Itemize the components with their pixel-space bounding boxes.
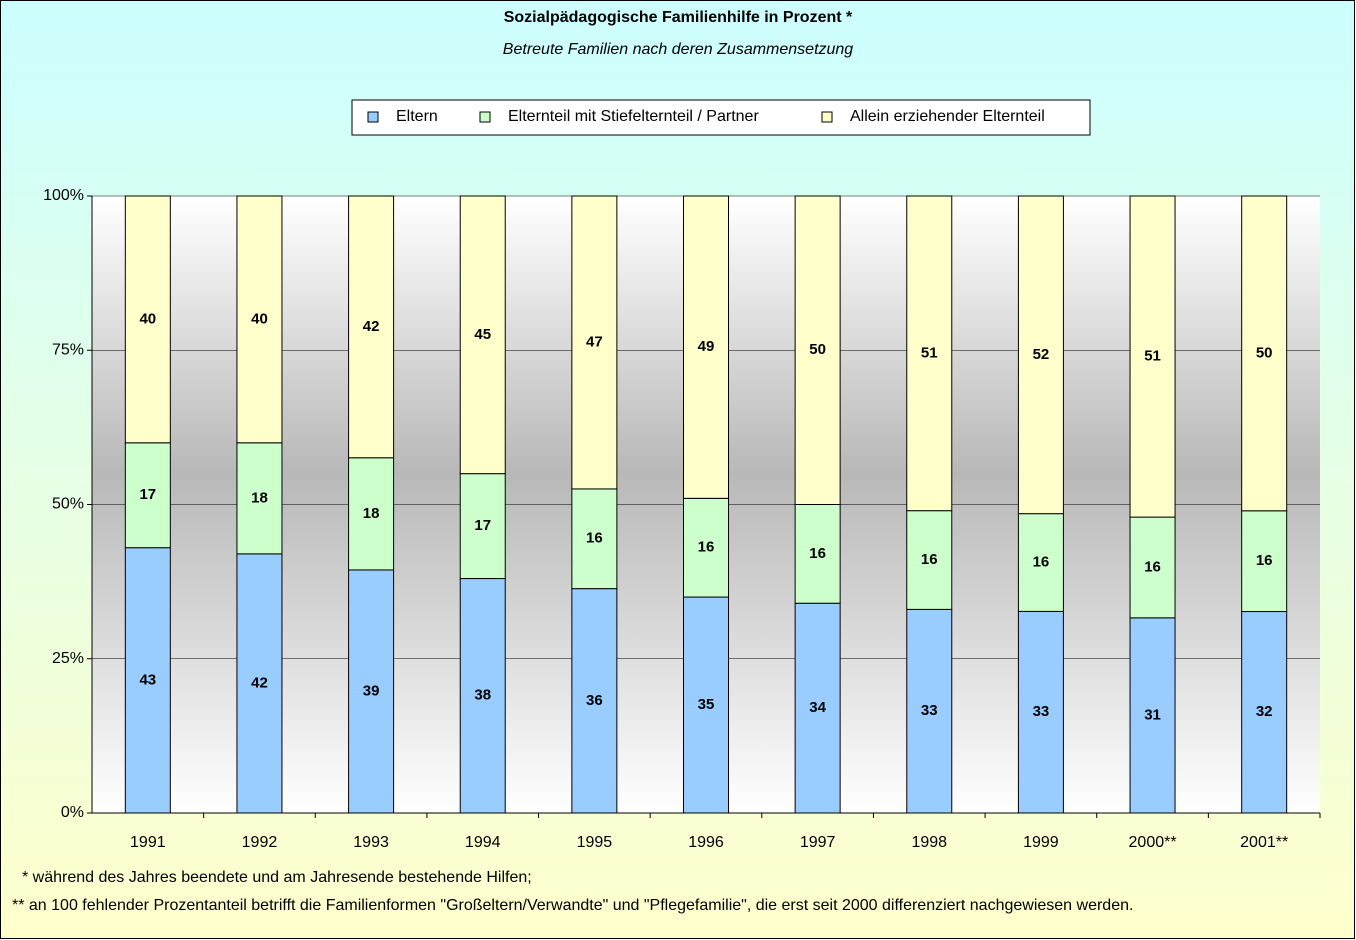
bar-segment <box>683 195 729 499</box>
bar-segment <box>1129 195 1176 518</box>
bar-segment <box>1017 513 1064 612</box>
bar-segment <box>794 602 841 814</box>
x-tick-label: 1996 <box>688 834 724 851</box>
bar-segment <box>459 473 506 580</box>
legend-swatch <box>821 111 833 123</box>
bar-segment <box>124 442 171 549</box>
bar-segment <box>348 195 395 459</box>
bar-segment <box>1241 195 1288 512</box>
data-label: 16 <box>586 530 603 547</box>
data-label: 16 <box>1033 554 1050 571</box>
footnote: ** an 100 fehlender Prozentanteil betrif… <box>12 897 1133 914</box>
bar-segment <box>906 510 953 610</box>
bar-segment <box>571 195 618 490</box>
x-tick-label: 1992 <box>242 834 278 851</box>
x-tick-label: 1997 <box>800 834 836 851</box>
bar-segment <box>124 547 171 814</box>
footnote: * während des Jahres beendete und am Jah… <box>22 869 532 886</box>
y-tick-label: 50% <box>52 496 84 513</box>
data-label: 17 <box>474 517 491 534</box>
data-label: 18 <box>251 489 268 506</box>
legend-label: Elternteil mit Stiefelternteil / Partner <box>508 108 759 125</box>
data-label: 52 <box>1033 346 1050 363</box>
data-label: 33 <box>921 702 938 719</box>
bar-segment <box>1017 610 1064 814</box>
data-label: 42 <box>363 318 380 335</box>
x-tick-label: 1994 <box>465 834 501 851</box>
data-label: 35 <box>698 696 715 713</box>
data-label: 34 <box>809 699 826 716</box>
bar-segment <box>1241 510 1288 613</box>
bar-segment <box>1017 195 1064 515</box>
legend-swatch <box>367 111 379 123</box>
y-tick-label: 100% <box>43 187 84 204</box>
bar-segment <box>794 504 841 604</box>
chart-subtitle: Betreute Familien nach deren Zusammenset… <box>503 41 854 58</box>
bar-segment <box>124 195 171 444</box>
x-tick-label: 1999 <box>1023 834 1059 851</box>
legend-label: Allein erziehender Elternteil <box>850 108 1045 125</box>
data-label: 50 <box>1256 344 1273 361</box>
bar-segment <box>236 195 283 444</box>
data-label: 18 <box>363 505 380 522</box>
bar-segment <box>1129 516 1176 619</box>
bar-segment <box>683 497 729 598</box>
data-label: 16 <box>1144 558 1161 575</box>
bar-segment <box>906 195 953 512</box>
data-label: 51 <box>1144 348 1161 365</box>
x-tick-label: 2001** <box>1240 834 1288 851</box>
x-tick-label: 1995 <box>577 834 613 851</box>
data-label: 40 <box>251 310 268 327</box>
data-label: 38 <box>474 687 491 704</box>
data-label: 49 <box>698 338 715 355</box>
data-label: 36 <box>586 692 603 709</box>
x-tick-label: 2000** <box>1129 834 1177 851</box>
bar-segment <box>236 553 283 814</box>
legend-label: Eltern <box>396 108 438 125</box>
x-tick-label: 1998 <box>911 834 947 851</box>
bar-segment <box>1129 617 1176 814</box>
data-label: 16 <box>921 551 938 568</box>
data-label: 43 <box>139 671 156 688</box>
data-label: 39 <box>363 682 380 699</box>
data-label: 16 <box>809 545 826 562</box>
legend-swatch <box>479 111 491 123</box>
bar-segment <box>459 578 506 814</box>
y-tick-label: 75% <box>52 341 84 358</box>
bar-segment <box>1241 611 1288 814</box>
data-label: 50 <box>809 341 826 358</box>
bar-segment <box>794 195 841 505</box>
data-label: 40 <box>139 310 156 327</box>
data-label: 17 <box>139 486 156 503</box>
x-tick-label: 1993 <box>353 834 389 851</box>
data-label: 32 <box>1256 703 1273 720</box>
data-label: 51 <box>921 344 938 361</box>
y-tick-label: 25% <box>52 650 84 667</box>
data-label: 42 <box>251 674 268 691</box>
bar-segment <box>348 569 395 814</box>
data-label: 16 <box>698 539 715 556</box>
bar-segment <box>459 195 506 475</box>
y-tick-label: 0% <box>61 804 84 821</box>
data-label: 33 <box>1033 703 1050 720</box>
bar-segment <box>571 488 618 590</box>
data-label: 45 <box>474 326 491 343</box>
chart-title: Sozialpädagogische Familienhilfe in Proz… <box>504 9 853 26</box>
data-label: 31 <box>1144 706 1161 723</box>
x-tick-label: 1991 <box>130 834 166 851</box>
data-label: 47 <box>586 333 603 350</box>
bar-segment <box>348 457 395 571</box>
legend <box>351 99 1091 136</box>
bar-segment <box>906 608 953 814</box>
data-label: 16 <box>1256 552 1273 569</box>
bar-segment <box>683 596 729 814</box>
